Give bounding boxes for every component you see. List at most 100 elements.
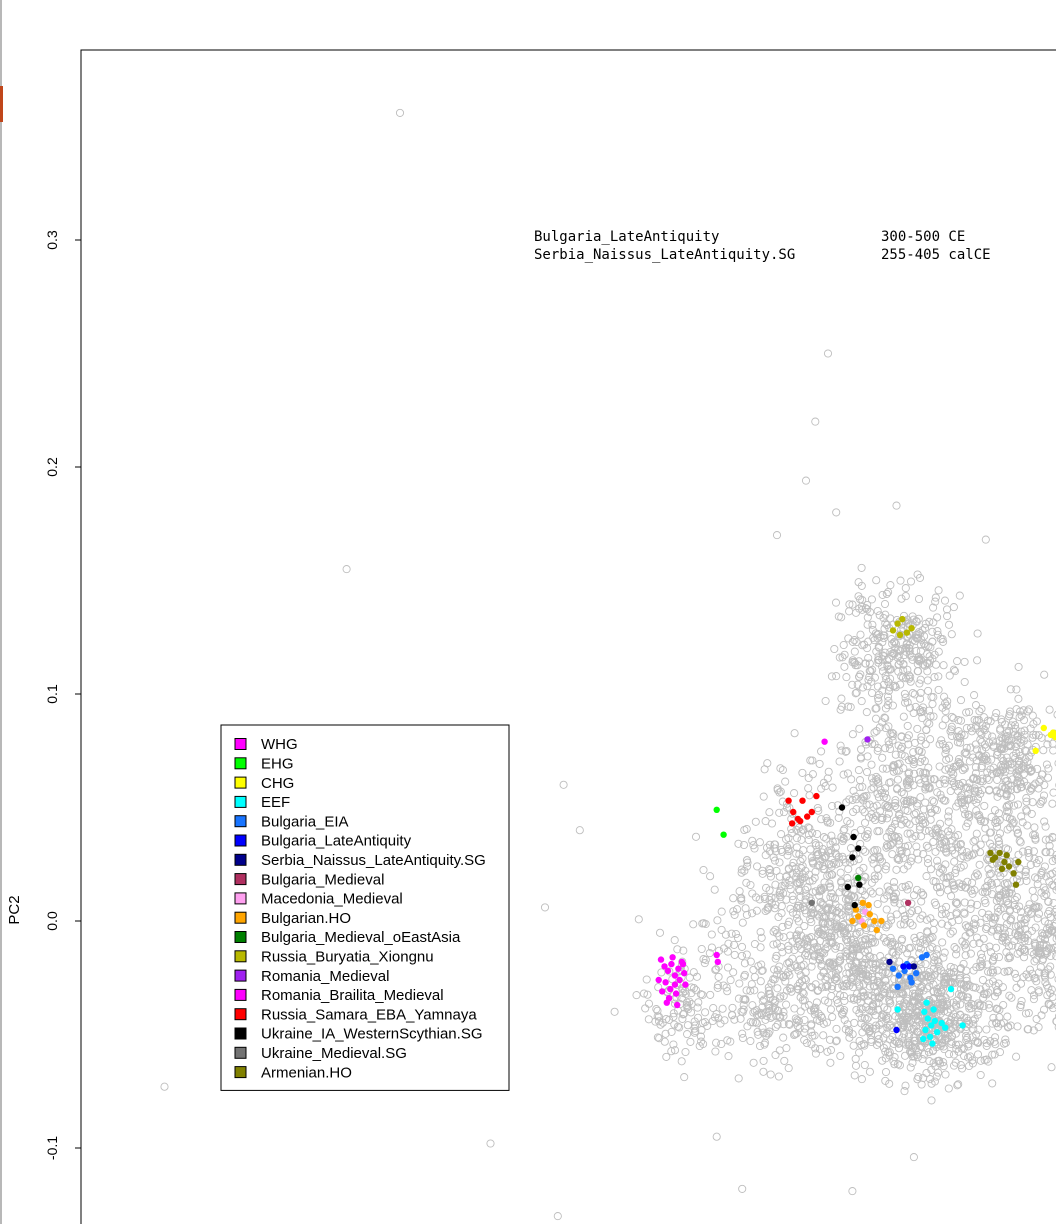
- background-sample-point: [838, 653, 847, 662]
- background-sample-point: [901, 693, 910, 702]
- background-sample-point: [828, 837, 837, 846]
- background-sample-point: [881, 865, 890, 874]
- background-sample-point: [1008, 775, 1017, 784]
- background-sample-point: [720, 1016, 729, 1025]
- background-sample-point: [838, 837, 847, 846]
- background-sample-point: [920, 624, 930, 633]
- background-sample-point: [883, 842, 892, 851]
- background-sample-point: [845, 600, 854, 609]
- background-sample-point: [690, 1021, 700, 1030]
- background-sample-point: [817, 929, 826, 938]
- background-sample-point: [859, 980, 868, 989]
- background-sample-point: [997, 733, 1006, 742]
- background-sample-point: [978, 975, 987, 985]
- background-sample-point: [941, 847, 950, 856]
- background-sample-point: [874, 999, 883, 1008]
- background-sample-point: [1019, 953, 1029, 962]
- background-sample-point: [981, 721, 990, 731]
- background-sample-point: [1035, 941, 1045, 950]
- background-sample-point: [1012, 769, 1021, 778]
- background-sample-point: [969, 939, 978, 948]
- background-sample-point: [774, 1072, 783, 1081]
- background-sample-point: [866, 887, 875, 896]
- background-sample-point: [900, 1087, 909, 1096]
- background-sample-point: [969, 753, 978, 762]
- background-sample-point: [946, 727, 955, 736]
- background-sample-point: [826, 1046, 836, 1055]
- background-sample-point: [845, 607, 854, 616]
- background-sample-point: [691, 832, 701, 841]
- background-sample-point: [860, 1022, 869, 1031]
- background-sample-point: [810, 952, 819, 961]
- background-sample-point: [653, 1033, 662, 1042]
- background-sample-point: [934, 962, 943, 971]
- background-sample-point: [934, 586, 943, 595]
- background-sample-point: [847, 891, 856, 900]
- background-sample-point: [1044, 897, 1053, 906]
- background-sample-point: [844, 865, 853, 874]
- background-sample-point: [960, 941, 969, 950]
- background-sample-point: [950, 1017, 959, 1026]
- background-sample-point: [890, 681, 899, 690]
- point-eef: [920, 1035, 927, 1043]
- background-sample-point: [792, 843, 801, 852]
- point-eef: [942, 1024, 949, 1031]
- background-sample-point: [936, 973, 945, 982]
- background-sample-point: [819, 833, 829, 842]
- background-sample-point: [960, 909, 969, 918]
- background-sample-point: [1041, 848, 1050, 857]
- background-sample-point: [1024, 846, 1033, 855]
- background-sample-point: [1010, 969, 1019, 978]
- background-sample-point: [951, 1040, 961, 1049]
- background-sample-point: [910, 810, 919, 819]
- background-sample-point: [832, 913, 841, 922]
- background-sample-point: [778, 797, 787, 806]
- background-sample-point: [718, 1004, 727, 1013]
- background-sample-point: [963, 1016, 973, 1025]
- background-sample-point: [1047, 1063, 1056, 1072]
- background-sample-point: [965, 922, 974, 931]
- background-sample-point: [988, 1019, 997, 1028]
- background-sample-point: [1004, 712, 1014, 721]
- background-sample-point: [857, 1075, 866, 1084]
- point-chg: [1032, 747, 1039, 754]
- background-sample-point: [1003, 1023, 1013, 1032]
- background-sample-point: [1025, 965, 1035, 974]
- background-sample-point: [669, 1009, 678, 1018]
- background-sample-point: [911, 637, 920, 646]
- background-sample-point: [1009, 818, 1018, 827]
- background-sample-point: [828, 1012, 837, 1022]
- background-sample-point: [748, 889, 757, 898]
- background-sample-point: [710, 885, 719, 894]
- background-sample-point: [756, 977, 765, 986]
- background-sample-point: [842, 673, 851, 682]
- background-sample-point: [1053, 710, 1056, 719]
- background-sample-point: [894, 766, 903, 775]
- background-sample-point: [909, 708, 918, 718]
- background-sample-point: [993, 818, 1002, 827]
- background-sample-point: [892, 501, 901, 510]
- background-sample-point: [1034, 784, 1043, 793]
- background-sample-point: [1018, 847, 1028, 856]
- background-sample-point: [795, 955, 805, 964]
- background-sample-point: [874, 655, 884, 664]
- background-sample-point: [643, 990, 652, 999]
- background-sample-point: [782, 872, 791, 882]
- background-sample-point: [896, 814, 905, 823]
- background-sample-point: [779, 1020, 788, 1029]
- background-sample-point: [904, 671, 913, 680]
- background-sample-point: [762, 1011, 771, 1020]
- background-sample-point: [817, 962, 826, 971]
- background-sample-point: [964, 1040, 973, 1049]
- background-sample-point: [781, 977, 790, 986]
- background-sample-point: [857, 745, 866, 754]
- background-sample-point: [737, 942, 747, 951]
- point-chg: [1049, 729, 1056, 736]
- background-sample-point: [894, 855, 904, 864]
- background-sample-point: [746, 1036, 755, 1046]
- background-sample-point: [1016, 925, 1025, 934]
- background-sample-point: [342, 565, 351, 574]
- background-sample-point: [1022, 797, 1031, 806]
- background-sample-point: [884, 968, 893, 977]
- background-sample-point: [848, 730, 857, 739]
